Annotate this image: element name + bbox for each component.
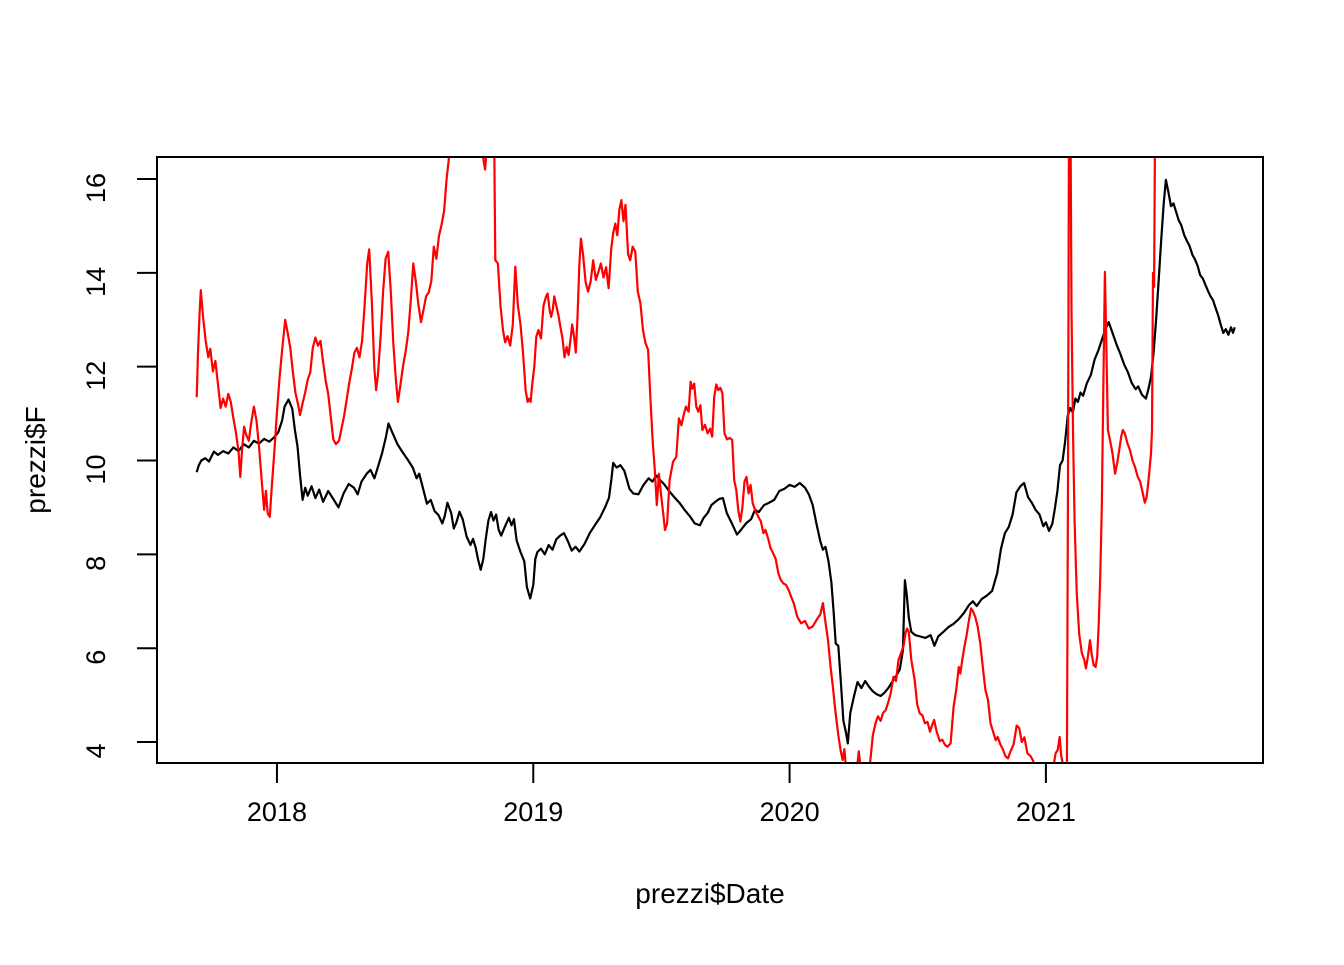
series-group [195,157,1236,763]
x-tick-label-2018: 2018 [247,797,307,827]
x-axis-tick-labels: 2018 2019 2020 2021 [247,797,1076,827]
y-axis-title: prezzi$F [20,406,51,513]
y-axis-tick-labels: 4 6 8 10 12 14 16 [81,173,111,759]
x-axis-ticks [275,763,1047,783]
y-tick-label-10: 10 [81,454,111,484]
y-tick-label-8: 8 [81,556,111,571]
y-tick-label-6: 6 [81,650,111,665]
y-tick-label-14: 14 [81,267,111,297]
series-line-black [195,178,1236,745]
x-tick-label-2019: 2019 [503,797,563,827]
y-axis-ticks [137,178,157,744]
y-tick-label-16: 16 [81,173,111,203]
x-tick-label-2020: 2020 [760,797,820,827]
y-tick-label-12: 12 [81,361,111,391]
y-tick-label-4: 4 [81,744,111,759]
x-tick-label-2021: 2021 [1016,797,1076,827]
x-axis-title: prezzi$Date [635,878,784,909]
series-line-red [195,157,1156,763]
